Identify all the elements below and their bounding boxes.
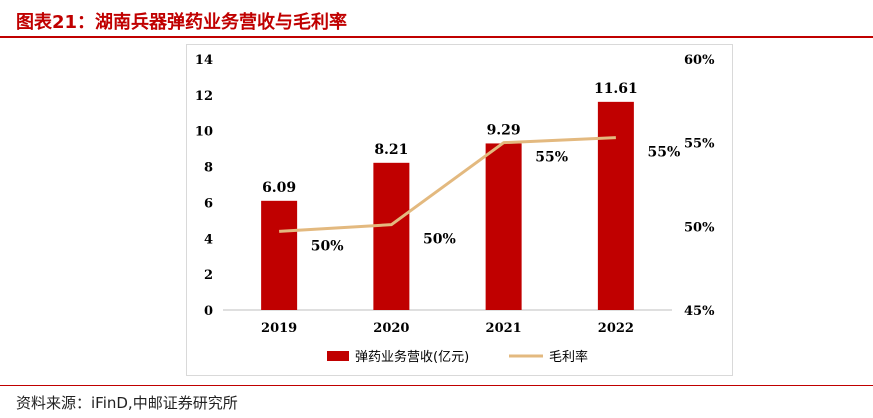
bar <box>261 200 298 310</box>
y-left-tick-label: 2 <box>204 268 213 283</box>
bar-data-label: 8.21 <box>374 142 408 158</box>
bar-data-label: 9.29 <box>487 122 521 138</box>
bar <box>485 143 522 310</box>
y-left-tick-label: 0 <box>204 304 213 319</box>
y-right-tick-label: 45% <box>684 304 715 319</box>
x-tick-label: 2020 <box>373 321 409 336</box>
line-data-label: 50% <box>423 232 456 248</box>
legend-label-bar: 弹药业务营收(亿元) <box>355 349 469 365</box>
bar-data-label: 6.09 <box>262 180 296 196</box>
y-left-tick-label: 12 <box>195 89 213 104</box>
line-data-label: 55% <box>535 150 568 166</box>
y-left-tick-label: 8 <box>204 161 213 176</box>
y-right-tick-label: 60% <box>684 53 715 68</box>
line-data-label: 50% <box>311 238 344 254</box>
source-note: 资料来源：iFinD,中邮证券研究所 <box>16 394 238 412</box>
x-tick-label: 2019 <box>261 321 297 336</box>
legend-label-line: 毛利率 <box>549 349 588 365</box>
chart-title: 图表21：湖南兵器弹药业务营收与毛利率 <box>16 12 348 33</box>
x-tick-label: 2022 <box>598 321 634 336</box>
legend-swatch-bar <box>327 351 349 361</box>
x-tick-label: 2021 <box>486 321 522 336</box>
y-left-tick-label: 14 <box>195 53 213 68</box>
y-left-tick-label: 4 <box>204 232 213 247</box>
chart-frame: 0 2 4 6 8 10 12 14 45% 50% 55% 60% 2019 2020 2021 2022 6… <box>186 44 733 376</box>
source-divider <box>0 385 873 386</box>
line-data-label: 55% <box>647 145 680 161</box>
title-divider <box>0 36 873 38</box>
bar <box>597 101 634 310</box>
gross-margin-line <box>279 136 616 233</box>
combo-chart: 0 2 4 6 8 10 12 14 45% 50% 55% 60% 2019 2020 2021 2022 6… <box>195 53 715 365</box>
bar-data-label: 11.61 <box>594 81 638 97</box>
bar <box>373 162 410 310</box>
title-bar: 图表21：湖南兵器弹药业务营收与毛利率 <box>0 0 873 38</box>
y-left-tick-label: 6 <box>204 196 213 211</box>
y-left-tick-label: 10 <box>195 125 213 140</box>
y-right-tick-label: 55% <box>684 137 715 152</box>
y-right-tick-label: 50% <box>684 220 715 235</box>
